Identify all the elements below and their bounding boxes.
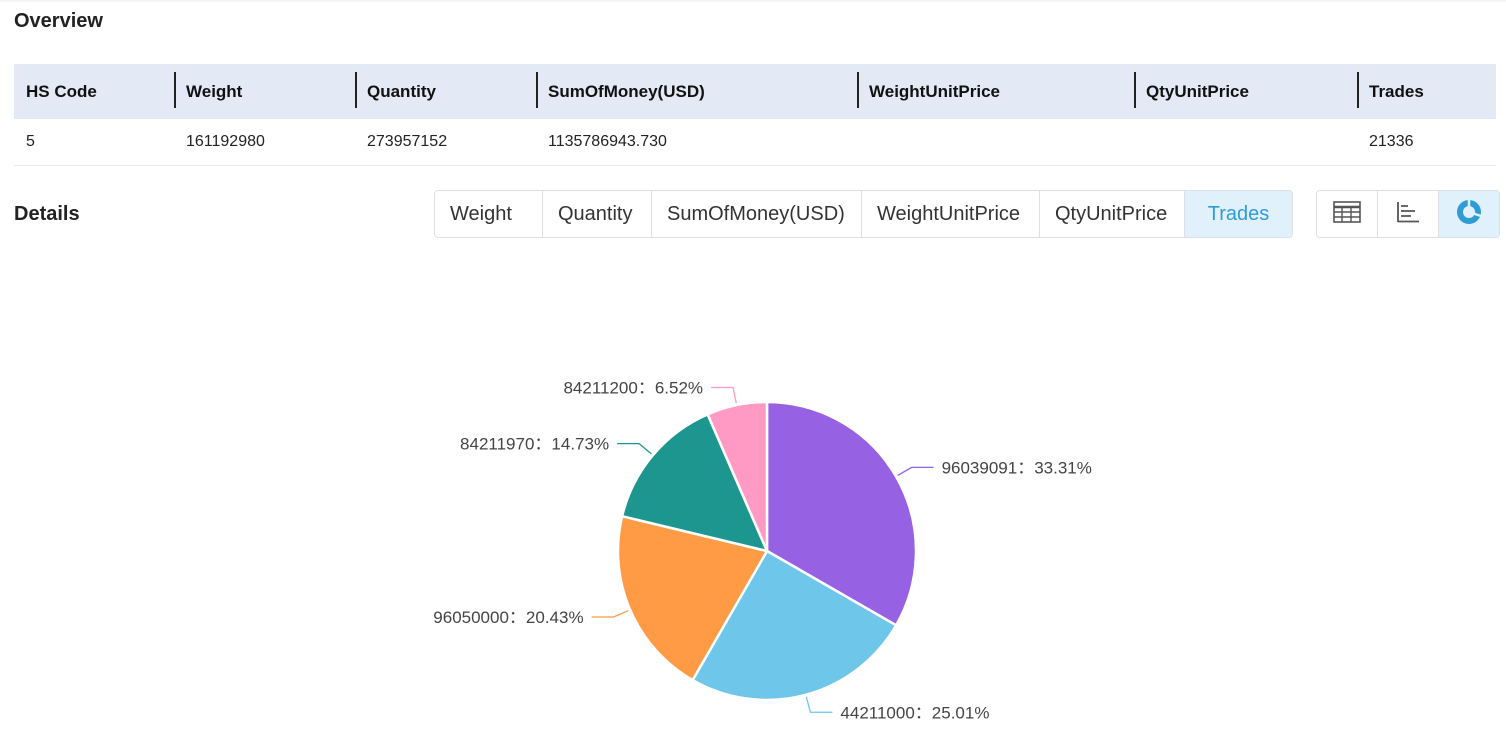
pie-leader-84211970 [617,442,652,455]
tab-quantity[interactable]: Quantity [543,191,652,237]
pie-chart-icon [1455,198,1483,231]
tab-weight-unit-price[interactable]: WeightUnitPrice [862,191,1040,237]
pie-leader-96050000 [591,610,629,618]
pie-slice-84211200[interactable] [706,400,769,553]
header-hs-code: HS Code [14,64,174,119]
cell-quantity: 273957152 [355,119,536,166]
header-sum-of-money: SumOfMoney(USD) [536,64,857,119]
header-weight-unit-price: WeightUnitPrice [857,64,1134,119]
header-quantity: Quantity [355,64,536,119]
cell-qty-unit-price [1134,119,1357,166]
pie-chart-button[interactable] [1439,191,1499,237]
bar-chart-button[interactable] [1378,191,1439,237]
tab-weight[interactable]: Weight [435,191,543,237]
cell-hs-code: 5 [14,119,174,166]
overview-table: HS Code Weight Quantity SumOfMoney(USD) … [14,64,1496,166]
pie-label-84211200: 84211200：6.52% [563,378,703,397]
metric-tabs: Weight Quantity SumOfMoney(USD) WeightUn… [434,190,1293,238]
pie-label-96039091: 96039091：33.31% [942,458,1092,477]
cell-trades: 21336 [1357,119,1496,166]
table-view-button[interactable] [1317,191,1378,237]
cell-weight: 161192980 [174,119,355,166]
top-shadow [0,0,1506,3]
tab-trades[interactable]: Trades [1185,191,1292,237]
header-trades: Trades [1357,64,1496,119]
pie-slice-96050000[interactable] [616,514,769,682]
view-toggles [1316,190,1500,238]
header-qty-unit-price: QtyUnitPrice [1134,64,1357,119]
pie-leader-96039091 [897,466,934,476]
pie-chart: 96039091：33.31% 44211000：25.01% 96050000：2… [433,378,1092,722]
table-view-icon [1333,200,1361,228]
overview-title: Overview [14,10,103,32]
bar-chart-icon [1396,201,1420,228]
pie-label-44211000: 44211000：25.01% [840,703,989,722]
cell-sum-of-money: 1135786943.730 [536,119,857,166]
overview-header-row: HS Code Weight Quantity SumOfMoney(USD) … [14,64,1496,119]
pie-slice-84211970[interactable] [620,413,769,553]
pie-leader-84211200 [711,386,737,404]
header-weight: Weight [174,64,355,119]
pie-slice-44211000[interactable] [691,549,898,702]
details-title: Details [14,203,80,225]
tab-qty-unit-price[interactable]: QtyUnitPrice [1040,191,1185,237]
pie-label-84211970: 84211970：14.73% [460,435,609,454]
pie-label-96050000: 96050000：20.43% [433,608,583,627]
table-row: 5 161192980 273957152 1135786943.730 213… [14,119,1496,166]
pie-leader-44211000 [805,696,833,713]
cell-weight-unit-price [857,119,1134,166]
pie-slice-96039091[interactable] [765,400,918,627]
tab-sum-of-money[interactable]: SumOfMoney(USD) [652,191,862,237]
